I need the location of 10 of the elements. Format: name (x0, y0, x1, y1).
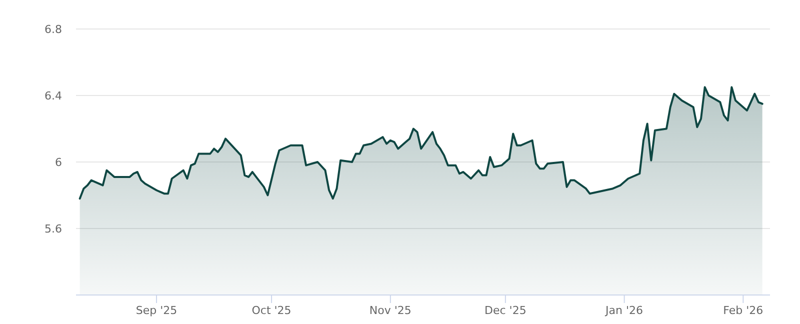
y-tick-label: 6 (55, 156, 62, 169)
x-tick-label: Oct '25 (252, 304, 292, 317)
y-tick-label: 6.8 (44, 22, 62, 36)
y-tick-label: 6.4 (44, 89, 62, 102)
y-tick-label: 5.6 (44, 222, 62, 236)
x-tick-label: Sep '25 (136, 304, 178, 317)
x-tick-label: Jan '26 (604, 304, 644, 317)
x-tick-label: Feb '26 (723, 304, 764, 317)
x-tick-label: Dec '25 (484, 304, 526, 317)
x-tick-label: Nov '25 (369, 304, 412, 317)
